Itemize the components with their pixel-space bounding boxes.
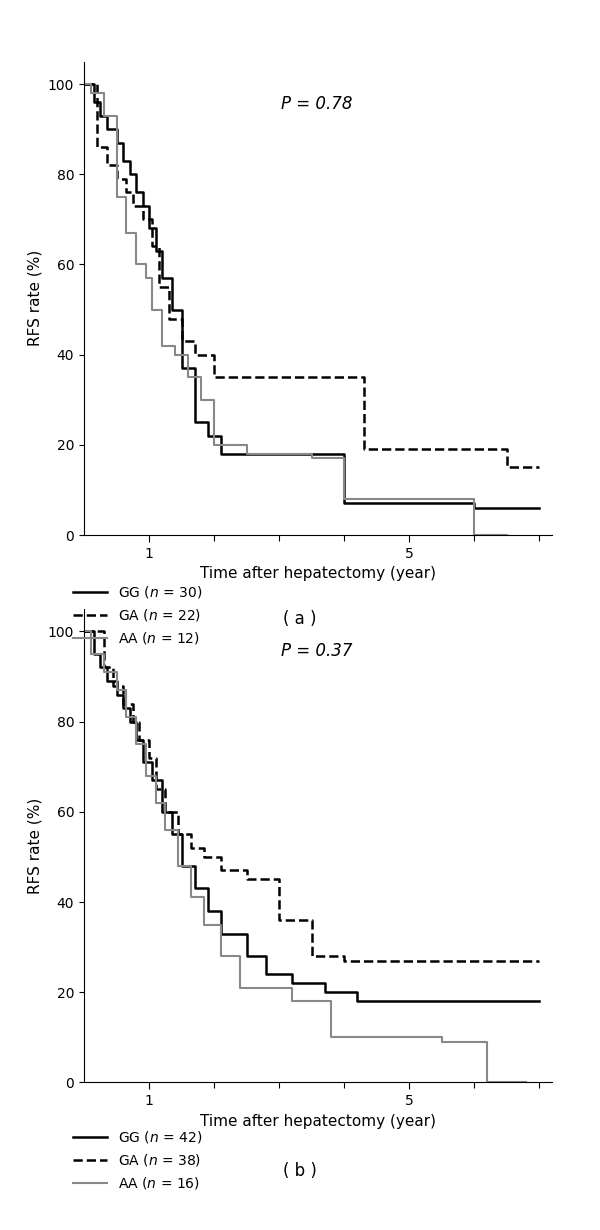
Y-axis label: RFS rate (%): RFS rate (%) bbox=[28, 250, 43, 347]
Legend: GG ($n$ = 42), GA ($n$ = 38), AA ($n$ = 16): GG ($n$ = 42), GA ($n$ = 38), AA ($n$ = … bbox=[67, 1124, 208, 1197]
Text: ( b ): ( b ) bbox=[283, 1162, 317, 1180]
Text: P = 0.37: P = 0.37 bbox=[281, 642, 352, 661]
X-axis label: Time after hepatectomy (year): Time after hepatectomy (year) bbox=[200, 566, 436, 582]
X-axis label: Time after hepatectomy (year): Time after hepatectomy (year) bbox=[200, 1113, 436, 1129]
Text: ( a ): ( a ) bbox=[283, 610, 317, 627]
Text: P = 0.78: P = 0.78 bbox=[281, 95, 352, 113]
Y-axis label: RFS rate (%): RFS rate (%) bbox=[28, 797, 43, 894]
Legend: GG ($n$ = 30), GA ($n$ = 22), AA ($n$ = 12): GG ($n$ = 30), GA ($n$ = 22), AA ($n$ = … bbox=[67, 579, 208, 652]
